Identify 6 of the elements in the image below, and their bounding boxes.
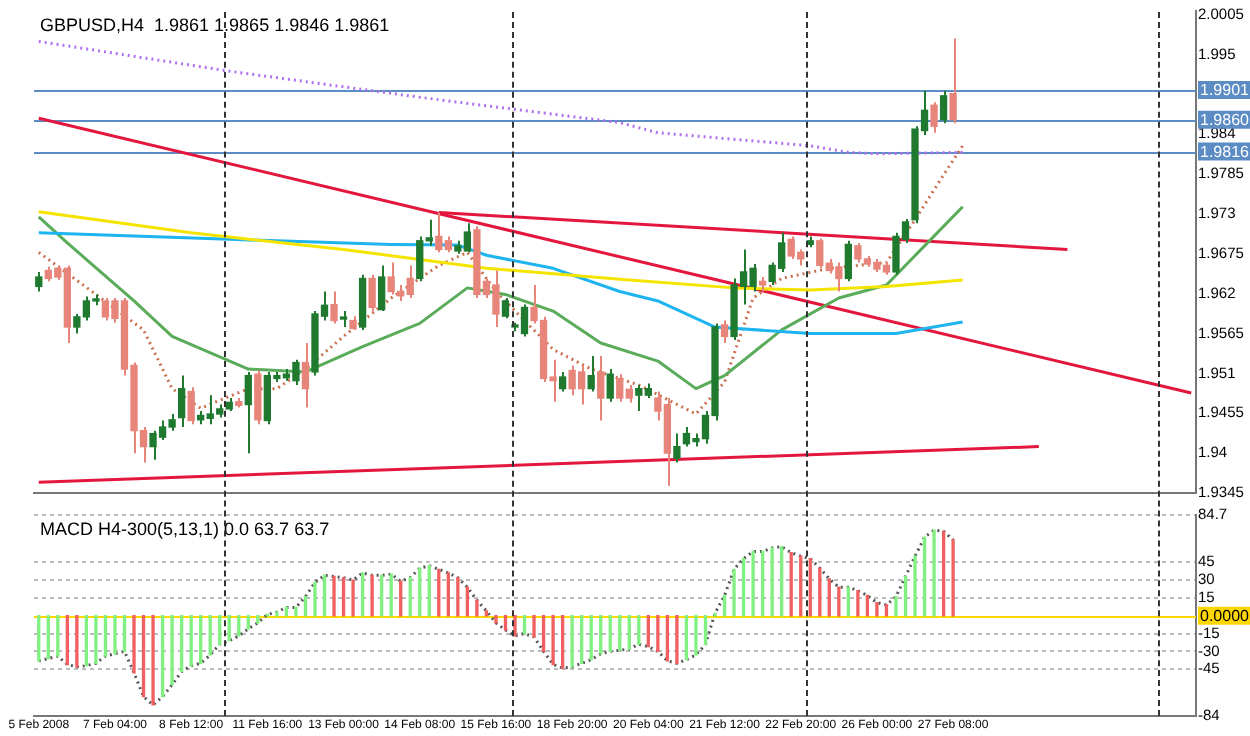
ref-line-label: 1.9901 [1200,81,1250,100]
chart-title: GBPUSD,H4 1.9861 1.9865 1.9846 1.9861 [40,14,390,35]
ref-line-label: 0.0000 [1200,607,1250,626]
chart-title: MACD H4-300(5,13,1) 0.0 63.7 63.7 [40,518,330,539]
ref-line-label: 1.9816 [1200,143,1250,162]
ref-line-label: 1.9860 [1200,111,1250,130]
